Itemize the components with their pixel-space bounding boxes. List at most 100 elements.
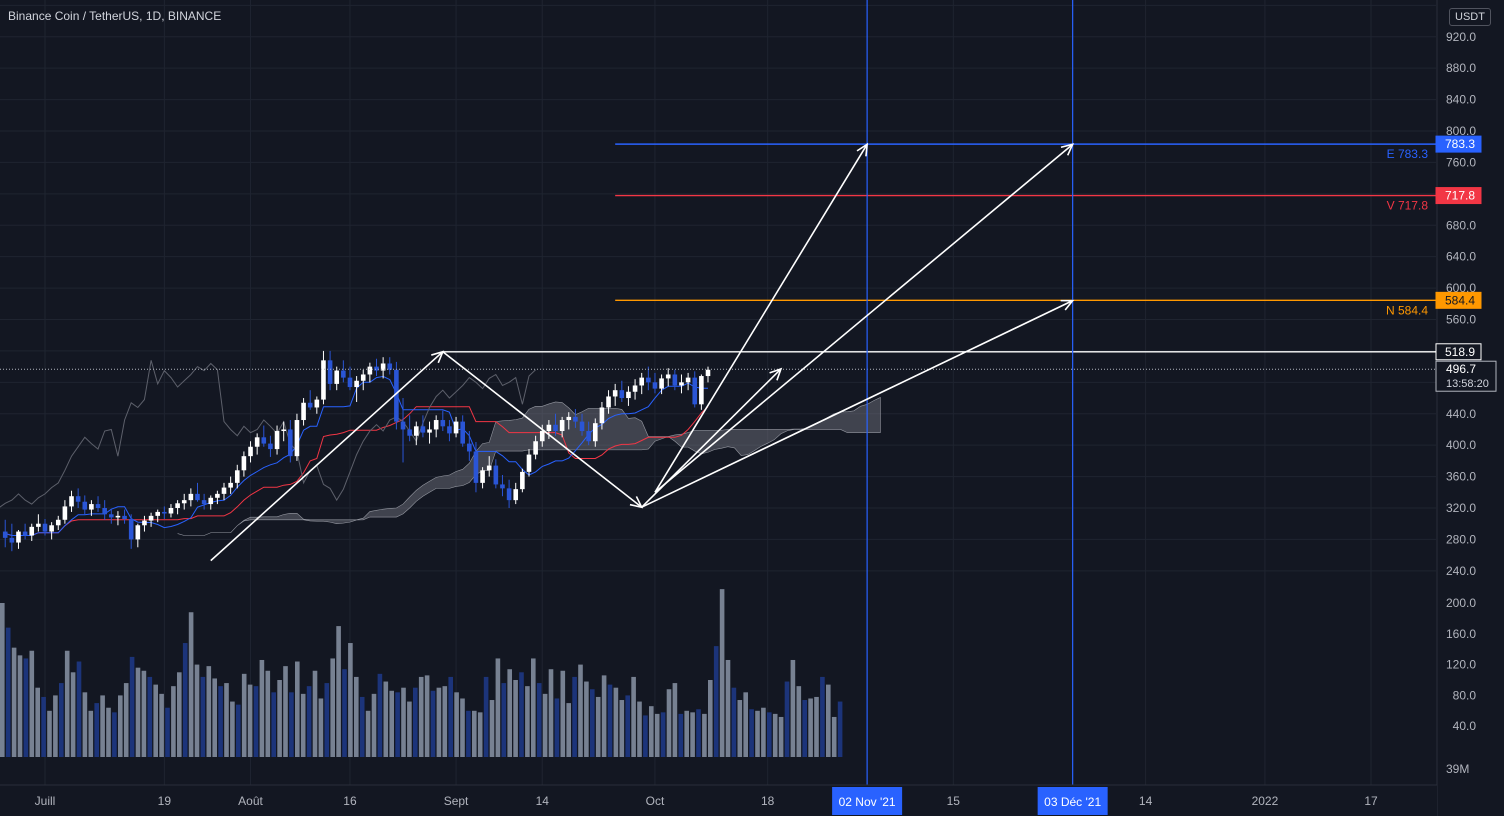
candle-body (95, 504, 101, 508)
volume-bar (241, 673, 247, 757)
candle-body (16, 531, 21, 543)
volume-bar (525, 686, 530, 757)
volume-bar (826, 684, 831, 757)
candle-body (281, 429, 286, 432)
volume-bar (407, 701, 412, 757)
candle-body (360, 374, 366, 381)
volume-bar (177, 672, 182, 757)
volume-bar (53, 695, 58, 757)
time-tick-label: 15 (947, 794, 961, 808)
candle-body (69, 496, 74, 507)
candle-body (665, 374, 671, 379)
volume-bar (165, 707, 170, 757)
price-tick-label: 760.0 (1446, 155, 1476, 169)
volume-bar (743, 692, 748, 757)
volume-bar (230, 701, 235, 757)
volume-bar (542, 693, 548, 757)
candle-body (566, 416, 572, 421)
candle-body (612, 390, 618, 397)
volume-bar (383, 681, 389, 757)
volume-bar (790, 659, 796, 757)
volume-bar (389, 690, 394, 757)
chart-grid (0, 0, 1436, 785)
volume-bar (784, 681, 790, 757)
volume-bar (466, 710, 471, 757)
volume-bar (755, 710, 760, 757)
candle-body (254, 437, 260, 447)
candle-body (2, 531, 8, 538)
arrow-head (1060, 143, 1075, 156)
candle-body (520, 471, 525, 490)
time-tick-label: Sept (444, 794, 469, 808)
candle-body (380, 363, 386, 371)
volume-bar (318, 698, 324, 757)
volume-bar (690, 712, 695, 757)
volume-bar (324, 683, 330, 757)
candle-body (294, 420, 300, 457)
price-tick-label: 280.0 (1446, 532, 1476, 546)
volume-bar (761, 707, 766, 757)
candle-body (195, 493, 200, 501)
volume-bar (194, 664, 200, 757)
candle-body (314, 399, 320, 408)
volume-bar (554, 698, 560, 757)
cloud-area (177, 396, 881, 536)
volume-bar (808, 698, 813, 757)
volume-bar (814, 696, 819, 757)
candle-body (301, 402, 306, 421)
candle-body (579, 421, 585, 432)
volume-bar (377, 673, 383, 757)
volume-bar (749, 709, 754, 757)
volume-bar (566, 703, 571, 757)
volume-bar (218, 686, 223, 757)
candlesticks (2, 350, 711, 552)
arrow-line (442, 351, 643, 508)
arrow-line (210, 351, 444, 562)
volume-bar (507, 669, 512, 757)
candle-body (75, 496, 81, 502)
volume-bar (696, 709, 701, 757)
candle-body (109, 514, 114, 518)
candle-body (652, 382, 658, 389)
candle-body (559, 420, 565, 432)
volume-bar (660, 712, 666, 757)
volume-tick-label: 80.0 (1453, 688, 1477, 702)
candle-body (626, 391, 631, 399)
volume-bar (501, 683, 507, 757)
arrow-line (641, 299, 1073, 508)
time-axis[interactable]: Juill 19 Août 16 Sept 14 Oct 18 15 14 2022 17 02 Nov… (0, 784, 1437, 816)
price-axis[interactable]: 920.0880.0840.0800.0760.0720.0680.0640.0… (1435, 0, 1504, 816)
volume-bar (253, 686, 259, 757)
volume-bar (147, 676, 153, 757)
volume-bar (171, 686, 176, 757)
volume-bar (265, 670, 271, 757)
volume-bar (11, 647, 17, 757)
candle-body (539, 431, 545, 442)
candle-body (506, 488, 512, 501)
candle-body (467, 443, 472, 452)
time-tick-label: 18 (761, 794, 775, 808)
candle-body (705, 369, 711, 377)
volume-bar (460, 698, 465, 757)
candle-body (606, 396, 611, 408)
level-badge-text-V: 717.8 (1445, 189, 1475, 203)
candle-body (89, 504, 94, 510)
volume-tick-label: 40.0 (1453, 719, 1477, 733)
currency-button[interactable]: USDT (1449, 8, 1491, 26)
volume-bar (371, 693, 377, 757)
volume-tick-label: 200.0 (1446, 596, 1476, 610)
volume-bar (767, 712, 772, 757)
candle-body (533, 441, 538, 455)
volume-bar (430, 690, 436, 757)
time-tick-label: 19 (158, 794, 172, 808)
volume-bar (495, 658, 501, 757)
candle-body (42, 523, 48, 532)
candle-body (162, 511, 167, 514)
ichimoku-cloud (177, 396, 881, 536)
candle-body (679, 382, 684, 386)
volume-bar (23, 658, 29, 757)
arrow-line (654, 143, 1074, 493)
volume-bar (306, 686, 312, 757)
candle-body (102, 508, 107, 515)
